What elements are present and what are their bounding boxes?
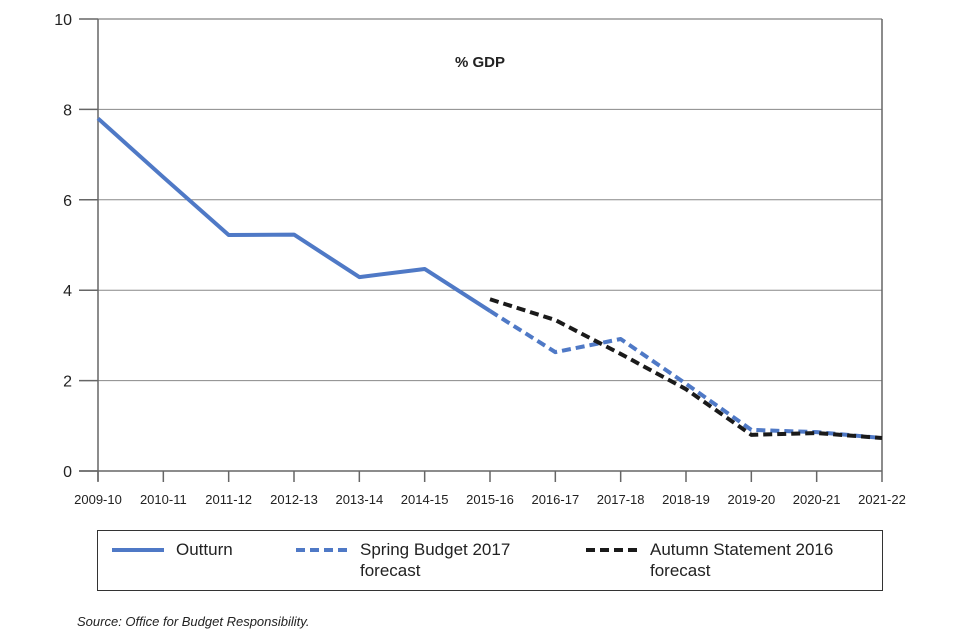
legend-swatch-dashed-blue xyxy=(296,548,348,552)
legend-item-spring-budget: Spring Budget 2017 forecast xyxy=(296,539,510,581)
x-tick-label: 2009-10 xyxy=(74,492,122,507)
x-tick-label: 2011-12 xyxy=(205,492,252,507)
legend-item-outturn: Outturn xyxy=(112,539,233,560)
series-lines xyxy=(96,116,883,440)
axes: 0 2 4 6 8 10 2009-10 2010-11 2011-12 2012-13 2013-… xyxy=(54,12,906,507)
legend: Outturn Spring Budget 2017 forecast Autu… xyxy=(97,530,883,591)
x-tick-label: 2021-22 xyxy=(858,492,906,507)
x-tick-label: 2020-21 xyxy=(793,492,841,507)
chart-title: % GDP xyxy=(455,54,505,71)
y-tick-label: 4 xyxy=(63,283,72,300)
legend-label: Autumn Statement 2016 forecast xyxy=(650,540,834,580)
x-tick-label: 2010-11 xyxy=(140,492,187,507)
legend-label: Outturn xyxy=(176,540,233,559)
x-tick-label: 2017-18 xyxy=(597,492,645,507)
series-line-outturn xyxy=(96,116,492,313)
y-tick-label: 8 xyxy=(63,102,72,119)
x-tick-label: 2018-19 xyxy=(662,492,710,507)
series-line-autumn-statement-2016-forecast xyxy=(489,297,883,440)
legend-label: Spring Budget 2017 forecast xyxy=(360,540,511,580)
y-tick-label: 6 xyxy=(63,193,72,210)
x-tick-label: 2015-16 xyxy=(466,492,514,507)
gridlines xyxy=(98,18,882,382)
legend-swatch-solid-blue xyxy=(112,548,164,552)
series-line-spring-budget-2017-forecast xyxy=(488,309,883,440)
x-tick-label: 2014-15 xyxy=(401,492,449,507)
x-tick-label: 2019-20 xyxy=(727,492,775,507)
y-tick-label: 10 xyxy=(54,12,72,29)
x-tick-label: 2012-13 xyxy=(270,492,318,507)
x-tick-label: 2013-14 xyxy=(335,492,383,507)
y-tick-label: 2 xyxy=(63,374,72,391)
legend-item-autumn-statement: Autumn Statement 2016 forecast xyxy=(586,539,833,581)
y-tick-label: 0 xyxy=(63,464,72,481)
legend-swatch-dashed-black xyxy=(586,548,638,552)
source-note: Source: Office for Budget Responsibility… xyxy=(77,614,310,629)
x-tick-label: 2016-17 xyxy=(531,492,579,507)
